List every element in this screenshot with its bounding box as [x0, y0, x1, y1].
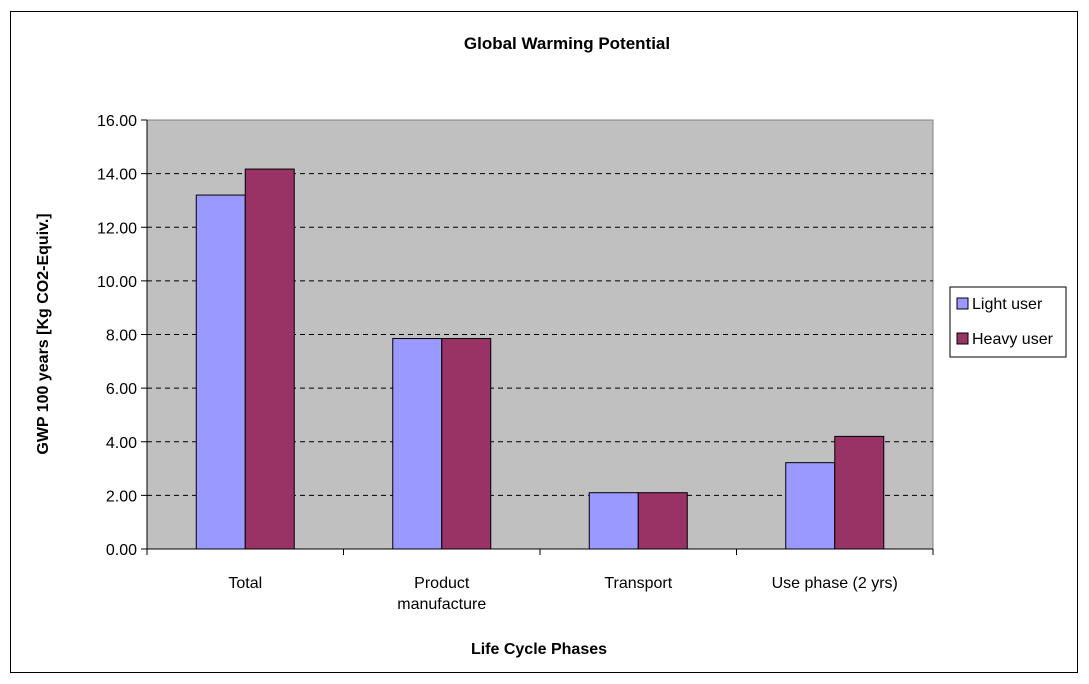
x-tick-label: Use phase (2 yrs) [772, 575, 898, 592]
bar-heavy-user [441, 338, 492, 550]
legend-swatch [956, 297, 969, 310]
chart-title: Global Warming Potential [464, 34, 670, 53]
y-tick-label: 16.00 [97, 113, 137, 130]
y-tick-label: 12.00 [97, 220, 137, 237]
legend-swatch [956, 332, 969, 345]
bars [195, 168, 885, 550]
y-tick-label: 4.00 [106, 435, 137, 452]
bar-light-user [785, 462, 836, 550]
x-tick-label: Total [228, 575, 262, 592]
bar-light-user [195, 194, 246, 550]
bar-heavy-user [244, 168, 295, 550]
bar-heavy-user [834, 435, 885, 550]
legend-label: Light user [972, 296, 1043, 313]
x-tick-label: Transport [604, 575, 672, 592]
bar-heavy-user [637, 492, 688, 550]
y-tick-label: 2.00 [106, 488, 137, 505]
y-tick-label: 8.00 [106, 328, 137, 345]
bar-light-user [588, 492, 639, 550]
y-tick-label: 0.00 [106, 542, 137, 559]
x-tick-label: Product manufacture [397, 575, 486, 613]
y-tick-label: 6.00 [106, 381, 137, 398]
y-axis-title: GWP 100 years [Kg CO2-Equiv.] [35, 213, 52, 454]
x-axis-title: Life Cycle Phases [471, 641, 607, 658]
y-tick-label: 14.00 [97, 167, 137, 184]
y-axis: 0.00 2.00 4.00 6.00 8.00 10.00 12.00 14.00 16.00 [97, 113, 148, 559]
legend-box [949, 286, 1067, 358]
bar-light-user [392, 338, 443, 550]
y-tick-label: 10.00 [97, 274, 137, 291]
legend: Light user Heavy user [949, 286, 1067, 358]
x-axis: Total Product manufacture Transport Use phas… [146, 548, 934, 613]
legend-label: Heavy user [972, 331, 1054, 348]
